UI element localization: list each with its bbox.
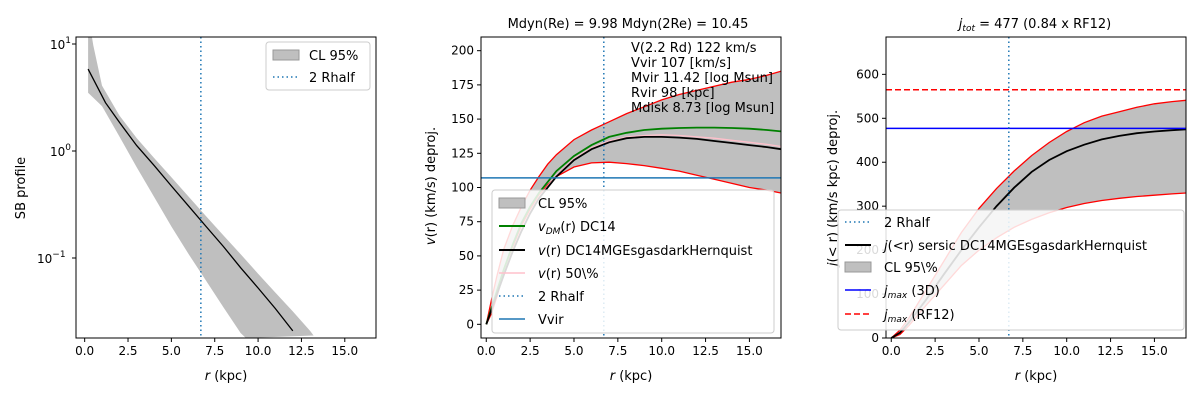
p2-ytick-label: 175 <box>451 78 474 92</box>
p3-xtick-label: 5.0 <box>969 344 988 358</box>
p1-profile-line <box>87 68 294 332</box>
p2-legend-swatch-cl <box>498 197 526 209</box>
p1-x-ticks: 0.0 2.5 5.0 7.5 10.0 12.5 15.0 <box>75 338 358 358</box>
p1-xtick-label: 5.0 <box>162 344 181 358</box>
p1-axes-frame <box>75 36 377 339</box>
p2-legend-label-vdm: vDM(r) DC14 <box>538 220 616 237</box>
p2-ytick-label: 150 <box>451 112 474 126</box>
p3-xtick-label: 12.5 <box>1097 344 1124 358</box>
p2-ytick-label: 200 <box>451 44 474 58</box>
p1-legend-swatch-cl <box>272 49 300 61</box>
p1-x-label: r (kpc) <box>205 369 248 384</box>
p1-y-ticks: 10−1 100 101 <box>37 36 76 266</box>
p1-xtick-label: 7.5 <box>205 344 224 358</box>
p2-legend-label-v50: v(r) 50\% <box>538 267 599 282</box>
p2-legend-box <box>491 189 775 334</box>
p1-xtick-label: 15.0 <box>331 344 358 358</box>
p3-xtick-label: 2.5 <box>926 344 945 358</box>
p3-xtick-label: 7.5 <box>1013 344 1032 358</box>
p3-legend-label-rhalf: 2 Rhalf <box>884 216 930 231</box>
p2-x-label: r (kpc) <box>610 369 653 384</box>
p2-ytick-label: 50 <box>459 249 474 263</box>
p2-annotation-v22: V(2.2 Rd) 122 km/s <box>631 41 757 56</box>
p2-ytick-label: 25 <box>459 283 474 297</box>
p2-xtick-label: 0.0 <box>477 344 496 358</box>
p1-legend-label-cl: CL 95% <box>309 49 358 64</box>
p1-xtick-label: 0.0 <box>75 344 94 358</box>
p3-legend-label-jmaxrf: jmax (RF12) <box>882 308 955 325</box>
p2-xtick-label: 5.0 <box>564 344 583 358</box>
p1-data-layer <box>87 37 314 338</box>
p2-legend: CL 95% vDM(r) DC14 v(r) DC14MGEsgasdarkH… <box>491 189 775 334</box>
p2-ytick-label: 100 <box>451 181 474 195</box>
p1-legend-label-rhalf: 2 Rhalf <box>309 71 355 86</box>
p2-legend-label-cl: CL 95% <box>538 197 587 212</box>
p2-xtick-label: 12.5 <box>692 344 719 358</box>
p2-ytick-label: 75 <box>459 215 474 229</box>
p3-xtick-label: 0.0 <box>882 344 901 358</box>
p1-y-label: SB profile <box>14 157 29 219</box>
p1-xtick-label: 2.5 <box>118 344 137 358</box>
p2-xtick-label: 10.0 <box>648 344 675 358</box>
p2-cl95-band <box>486 71 781 325</box>
p2-annotation-mvir: Mvir 11.42 [log Msun] <box>631 71 773 86</box>
p2-y-label: v(r) (km/s) deproj. <box>424 127 439 245</box>
p3-legend-label-cl: CL 95\% <box>884 261 938 276</box>
p2-annotation-rvir: Rvir 98 [kpc] <box>631 86 715 101</box>
p3-x-ticks: 0.0 2.5 5.0 7.5 10.0 12.5 15.0 <box>882 338 1168 358</box>
p2-axes-frame <box>480 36 782 339</box>
panel-sb-profile: 0.0 2.5 5.0 7.5 10.0 12.5 15.0 10−1 100 101 r … <box>14 36 377 384</box>
p3-ytick-label: 0 <box>871 331 879 345</box>
p3-legend-label-jmax3d: jmax (3D) <box>882 284 940 301</box>
panel-angular-momentum: 0.02.55.07.510.012.515.0 010020030040050… <box>826 17 1187 384</box>
p1-legend: CL 95% 2 Rhalf <box>265 41 371 91</box>
p1-ytick-label: 100 <box>50 143 71 159</box>
p3-x-label: r (kpc) <box>1015 369 1058 384</box>
p3-legend-box <box>837 209 1185 331</box>
p3-xtick-label: 15.0 <box>1141 344 1168 358</box>
p2-ytick-label: 0 <box>466 317 474 331</box>
p1-ytick-label: 10−1 <box>37 250 66 266</box>
p2-annotation-mdisk: Mdisk 8.73 [log Msun] <box>631 101 774 116</box>
p1-ytick-label: 101 <box>50 36 71 52</box>
p3-y-label: j(< r) (km/s kpc) deproj. <box>826 110 841 268</box>
panel-velocity: 0.0 2.5 5.0 7.5 10.0 12.5 15.0 0 25 50 75 100 125 15… <box>424 17 782 384</box>
p2-x-ticks: 0.0 2.5 5.0 7.5 10.0 12.5 15.0 <box>477 338 763 358</box>
p3-ytick-label: 600 <box>856 67 879 81</box>
p3-ytick-label: 500 <box>856 111 879 125</box>
p2-annotation-vvir: Vvir 107 [km/s] <box>631 56 731 71</box>
p3-xtick-label: 10.0 <box>1053 344 1080 358</box>
p2-title: Mdyn(Re) = 9.98 Mdyn(2Re) = 10.45 <box>508 17 749 32</box>
p3-axes-frame <box>885 36 1187 339</box>
p2-xtick-label: 2.5 <box>521 344 540 358</box>
p2-legend-label-rhalf: 2 Rhalf <box>538 290 584 305</box>
p2-xtick-label: 15.0 <box>736 344 763 358</box>
p3-legend-label-j: j(<r) sersic DC14MGEsgasdarkHernquist <box>882 239 1147 254</box>
p3-legend-swatch-cl <box>844 261 872 273</box>
p3-ytick-label: 400 <box>856 155 879 169</box>
p3-title: jtot = 477 (0.84 x RF12) <box>957 17 1111 34</box>
p1-xtick-label: 10.0 <box>245 344 272 358</box>
p2-legend-label-vvir: Vvir <box>538 313 564 328</box>
p3-legend: 2 Rhalf j(<r) sersic DC14MGEsgasdarkHern… <box>837 209 1185 331</box>
p2-xtick-label: 7.5 <box>608 344 627 358</box>
p1-xtick-label: 12.5 <box>288 344 315 358</box>
p3-cl95-band <box>891 100 1186 338</box>
p2-y-ticks: 0 25 50 75 100 125 150 175 200 <box>451 44 481 331</box>
p2-annotations: V(2.2 Rd) 122 km/s Vvir 107 [km/s] Mvir … <box>631 41 774 116</box>
p2-legend-label-v: v(r) DC14MGEsgasdarkHernquist <box>538 244 752 259</box>
p2-ytick-label: 125 <box>451 146 474 160</box>
